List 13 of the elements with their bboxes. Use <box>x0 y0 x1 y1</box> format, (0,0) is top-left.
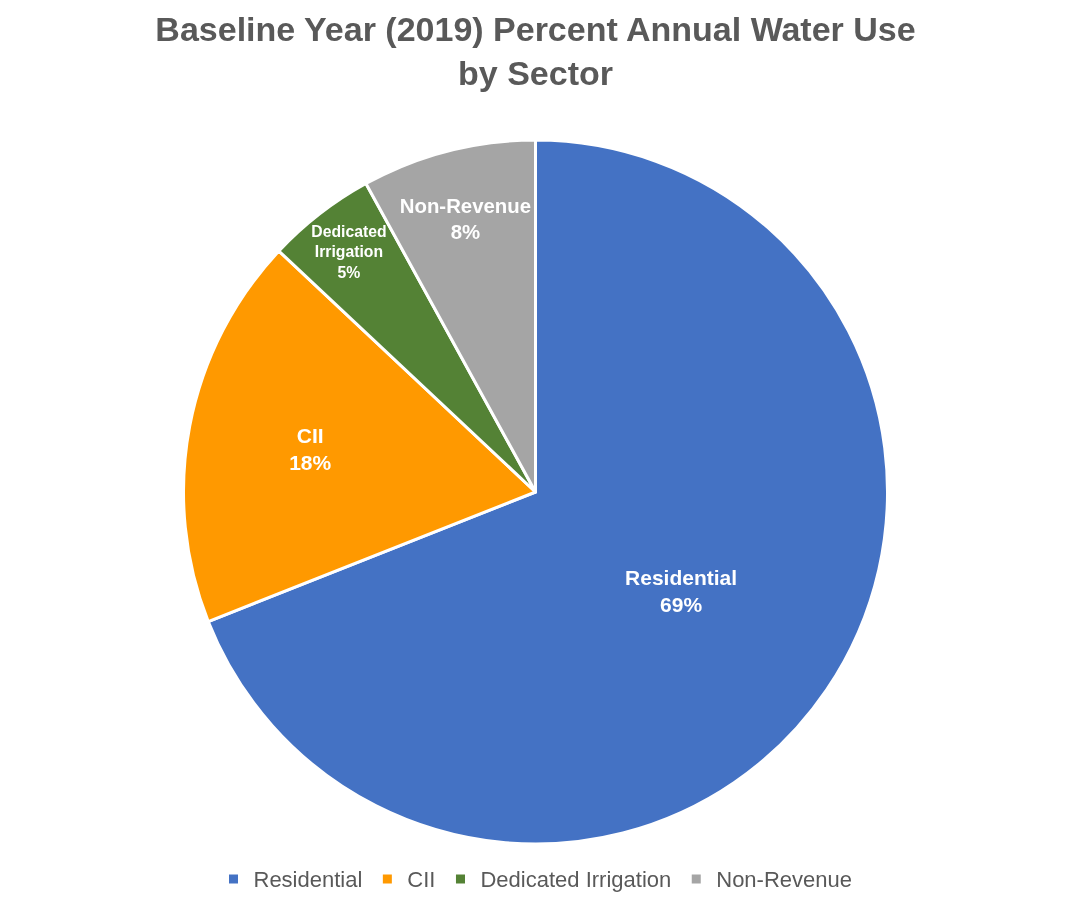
slice-label: Dedicated Irrigation <box>311 222 387 261</box>
legend-label: Dedicated Irrigation <box>480 867 672 893</box>
data-label: 18% <box>289 451 332 475</box>
slice-label: Non-Revenue <box>399 194 532 217</box>
data-label: 5% <box>337 263 361 281</box>
data-label: 8% <box>450 221 481 244</box>
chart-title: Baseline Year (2019) Percent Annual Water Use by Sector <box>155 9 916 92</box>
legend-label: Non-Revenue <box>716 867 852 893</box>
slice-label: Residential <box>625 565 738 589</box>
legend-label: CII <box>407 867 436 893</box>
data-label: 69% <box>660 593 703 617</box>
legend-label: Residential <box>253 867 363 893</box>
slice-label: CII <box>296 423 324 447</box>
